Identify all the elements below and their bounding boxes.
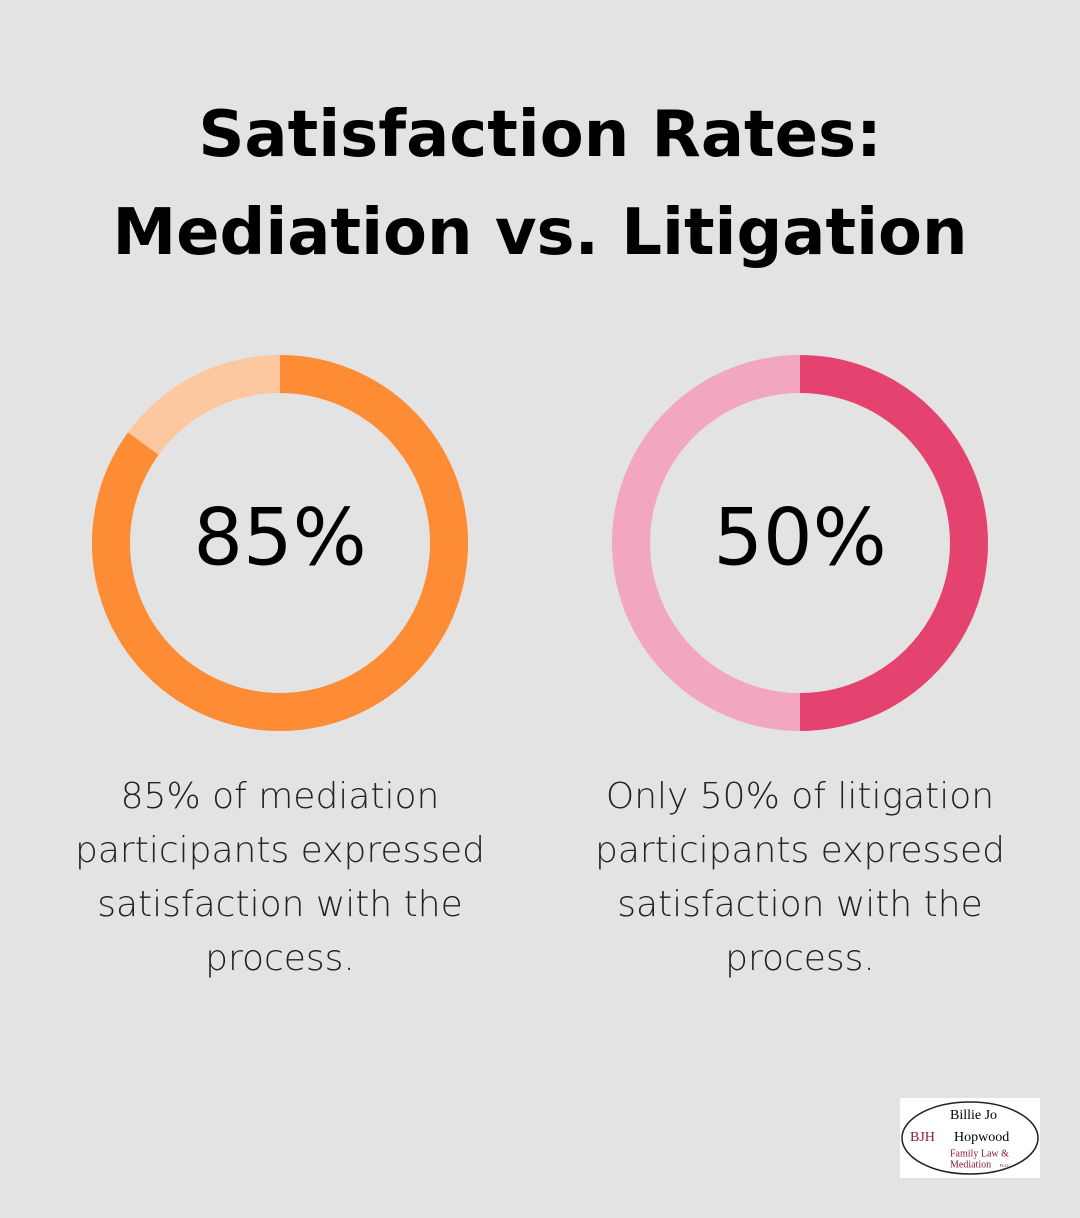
caption: 85% of mediation participants expressed … xyxy=(74,776,485,979)
value-label: 50% xyxy=(713,493,886,583)
logo-initials: BJH xyxy=(910,1130,935,1145)
logo-name: Hopwood xyxy=(954,1130,1009,1145)
logo-name: Billie Jo xyxy=(950,1108,997,1123)
logo-suffix: PLLC xyxy=(1000,1163,1010,1168)
logo-tagline: Family Law & xyxy=(950,1148,1009,1159)
logo-tagline: Mediation xyxy=(950,1159,991,1170)
title-line: Satisfaction Rates: xyxy=(198,98,882,172)
logo-ring xyxy=(901,1101,1039,1175)
caption: Only 50% of litigation participants expr… xyxy=(594,776,1005,979)
value-label: 85% xyxy=(193,493,366,583)
donut-arc xyxy=(799,355,988,731)
title-line: Mediation vs. Litigation xyxy=(112,196,968,270)
donut-arc xyxy=(92,355,468,731)
logo: BJH Billie Jo Hopwood Family Law & Media… xyxy=(900,1098,1040,1178)
